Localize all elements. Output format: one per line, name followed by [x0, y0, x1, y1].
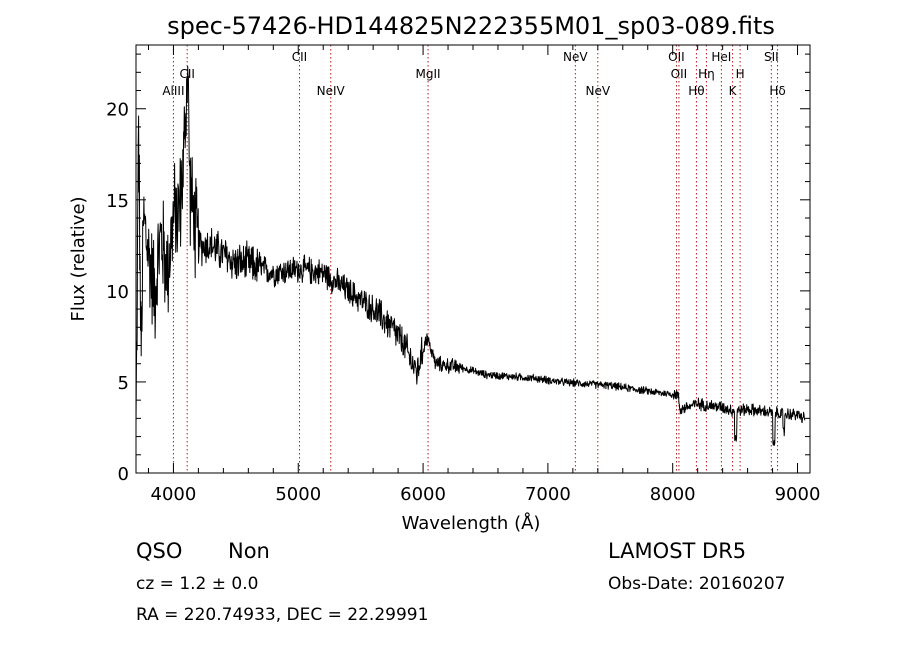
- obs-date-readout: Obs-Date: 20160207: [608, 574, 785, 594]
- x-tick-label: 8000: [650, 484, 696, 505]
- coordinates-readout: RA = 220.74933, DEC = 22.29991: [136, 605, 428, 625]
- x-tick-label: 7000: [525, 484, 571, 505]
- line-label: Hη: [698, 67, 715, 81]
- line-label: NeV: [563, 50, 588, 64]
- emission-line-markers: AlIIICIICIINeIVMgIINeVNeVOIIOIIHθHηHeIKH…: [162, 45, 786, 473]
- x-tick-label: 5000: [275, 484, 321, 505]
- y-tick-label: 10: [106, 282, 129, 303]
- y-axis-title: Flux (relative): [68, 196, 89, 321]
- x-axis: 4000 5000 6000 7000 8000 9000: [147, 45, 821, 505]
- redshift-readout: cz = 1.2 ± 0.0: [136, 574, 258, 594]
- chart-title: spec-57426-HD144825N222355M01_sp03-089.f…: [167, 12, 775, 40]
- line-label: NeV: [586, 84, 611, 98]
- line-label: K: [729, 84, 738, 98]
- x-tick-label: 6000: [400, 484, 446, 505]
- y-tick-label: 20: [106, 100, 129, 121]
- y-tick-label: 0: [118, 464, 129, 485]
- line-label: H: [736, 67, 745, 81]
- line-label: OII: [668, 50, 685, 64]
- line-label: NeIV: [317, 84, 346, 98]
- y-tick-label: 15: [106, 191, 129, 212]
- survey-label: LAMOST DR5: [608, 539, 746, 563]
- line-label: HeI: [711, 50, 731, 64]
- classification-label: QSO: [136, 539, 182, 563]
- spectrum-series: [135, 65, 806, 446]
- y-tick-label: 5: [118, 373, 129, 394]
- line-label: CII: [292, 50, 307, 64]
- line-label: MgII: [416, 67, 441, 81]
- line-label: OII: [671, 67, 688, 81]
- spectrum-line: [135, 65, 806, 446]
- subclass-label: Non: [228, 539, 270, 563]
- x-tick-label: 4000: [151, 484, 197, 505]
- line-label: Hδ: [769, 84, 785, 98]
- line-label: AlIII: [162, 84, 184, 98]
- line-label: Hθ: [688, 84, 704, 98]
- x-axis-title: Wavelength (Å): [402, 512, 541, 534]
- x-tick-label: 9000: [775, 484, 821, 505]
- line-label: SII: [764, 50, 779, 64]
- y-axis: 0 5 10 15 20: [106, 53, 810, 485]
